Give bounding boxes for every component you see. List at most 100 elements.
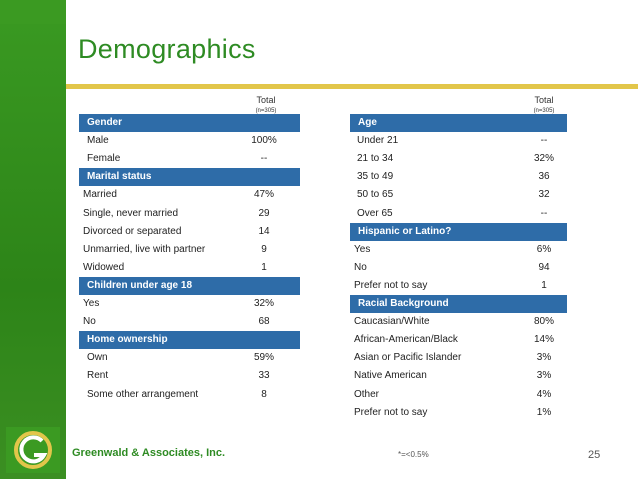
table-row: Widowed 1: [79, 259, 300, 277]
row-label: Male: [87, 135, 109, 147]
company-name: Greenwald & Associates, Inc.: [72, 447, 226, 459]
table-row: Female --: [79, 150, 300, 168]
row-label: Over 65: [357, 207, 393, 219]
table-row: Single, never married 29: [79, 205, 300, 223]
row-label: 50 to 65: [357, 189, 394, 201]
row-label: Other: [354, 388, 380, 400]
row-label: Single, never married: [83, 207, 179, 219]
page-number: 25: [588, 449, 601, 461]
row-value: 32%: [253, 298, 274, 309]
brand-sidebar: [0, 0, 66, 479]
row-value: 29: [258, 207, 270, 219]
left-total-label: Total: [256, 95, 276, 105]
row-value: 32%: [533, 153, 554, 165]
table-row: Over 65 --: [350, 205, 567, 223]
row-label: 35 to 49: [357, 171, 394, 183]
table-row: Prefer not to say 1: [350, 277, 567, 295]
table-row: Prefer not to say 1%: [350, 404, 567, 422]
left-column-header: Total (n=305): [236, 95, 296, 114]
row-value: 33: [258, 370, 270, 382]
top-band: [0, 0, 638, 24]
table-row: Asian or Pacific Islander 3%: [350, 349, 567, 367]
row-value: --: [540, 135, 548, 147]
row-value: 1: [261, 261, 267, 273]
table-row: Unmarried, live with partner 9: [79, 241, 300, 259]
row-value: 3%: [536, 352, 552, 364]
section-header: Children under age 18: [79, 276, 300, 295]
table-row: No 68: [79, 313, 300, 331]
row-label: Under 21: [357, 135, 399, 147]
section-header: Racial Background: [350, 295, 567, 313]
row-label: Some other arrangement: [87, 388, 199, 400]
table-row: Yes 32%: [79, 295, 300, 313]
table-row: African-American/Black 14%: [350, 331, 567, 349]
row-label: Widowed: [83, 261, 125, 273]
title-rule: [66, 84, 638, 89]
row-value: 94: [538, 261, 550, 273]
row-value: --: [260, 153, 268, 165]
table-row: Male 100%: [79, 132, 300, 150]
row-value: 4%: [536, 388, 552, 400]
row-label: Female: [87, 153, 121, 165]
section-header: Home ownership: [79, 331, 300, 350]
row-value: 32: [538, 189, 550, 201]
table-row: Own 59%: [79, 349, 300, 367]
table-row: 21 to 34 32%: [350, 150, 567, 168]
row-label: 21 to 34: [357, 153, 394, 165]
row-label: Yes: [83, 298, 100, 309]
table-row: 35 to 49 36: [350, 168, 567, 186]
row-value: 14%: [533, 334, 554, 346]
row-value: 47%: [253, 189, 274, 201]
row-value: 1%: [536, 406, 552, 418]
table-row: Other 4%: [350, 386, 567, 404]
right-total-n: (n=305): [533, 108, 555, 114]
right-total-label: Total: [534, 95, 554, 105]
row-value: 100%: [251, 135, 277, 147]
footnote: *=<0.5%: [398, 450, 429, 459]
row-label: Prefer not to say: [354, 406, 428, 418]
row-value: 1: [541, 279, 547, 291]
table-row: Rent 33: [79, 367, 300, 385]
section-header: Age: [350, 114, 567, 132]
table-row: Married 47%: [79, 186, 300, 204]
table-row: 50 to 65 32: [350, 186, 567, 204]
table-row: Native American 3%: [350, 367, 567, 385]
top-green-corner: [0, 0, 66, 24]
row-value: 80%: [533, 316, 554, 328]
row-label: Asian or Pacific Islander: [354, 352, 462, 364]
section-header: Marital status: [79, 168, 300, 187]
row-label: Divorced or separated: [83, 225, 182, 237]
table-row: No 94: [350, 259, 567, 277]
row-label: No: [83, 316, 96, 328]
table-row: Caucasian/White 80%: [350, 313, 567, 331]
section-header: Gender: [79, 114, 300, 132]
company-logo-icon: [6, 427, 60, 473]
table-row: Yes 6%: [350, 241, 567, 259]
row-value: 3%: [536, 370, 552, 382]
row-label: Rent: [87, 370, 109, 382]
row-label: Native American: [354, 370, 427, 382]
row-value: 59%: [253, 352, 274, 364]
row-label: No: [354, 261, 367, 273]
row-value: 9: [261, 243, 267, 255]
table-row: Under 21 --: [350, 132, 567, 150]
right-column-header: Total (n=305): [514, 95, 574, 114]
row-value: 36: [538, 171, 550, 183]
row-label: Own: [87, 352, 108, 364]
row-value: 8: [261, 388, 267, 400]
row-label: Yes: [354, 243, 371, 255]
row-value: 14: [258, 225, 270, 237]
row-value: --: [540, 207, 548, 219]
row-label: Caucasian/White: [354, 316, 430, 328]
section-header: Hispanic or Latino?: [350, 222, 567, 241]
table-row: Divorced or separated 14: [79, 223, 300, 241]
row-label: African-American/Black: [354, 334, 458, 346]
row-label: Prefer not to say: [354, 279, 428, 291]
row-value: 68: [258, 316, 270, 328]
page-title: Demographics: [78, 34, 256, 64]
left-total-n: (n=305): [255, 108, 277, 114]
table-row: Some other arrangement 8: [79, 386, 300, 404]
row-label: Unmarried, live with partner: [83, 243, 206, 255]
row-value: 6%: [536, 243, 552, 255]
row-label: Married: [83, 189, 117, 201]
